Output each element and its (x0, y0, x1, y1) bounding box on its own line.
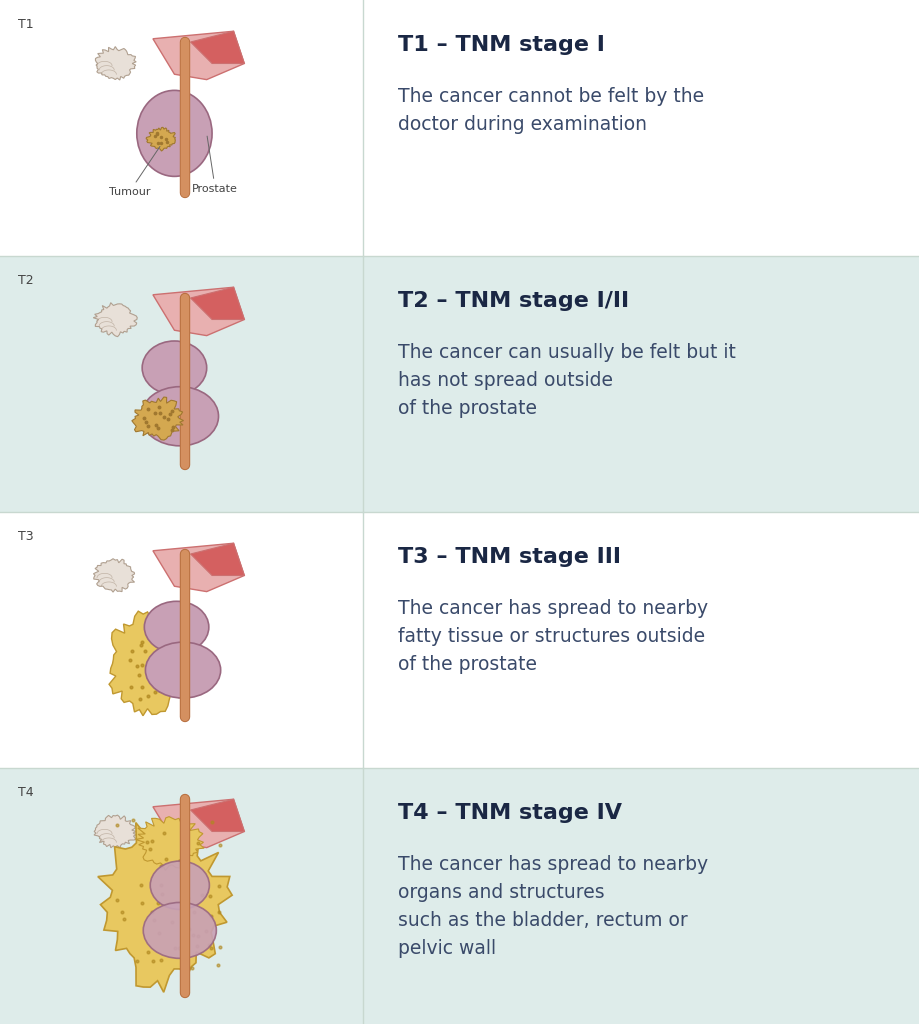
Polygon shape (131, 397, 183, 440)
Text: T4 – TNM stage IV: T4 – TNM stage IV (398, 803, 622, 823)
Bar (0, 512, 363, 768)
Polygon shape (190, 543, 244, 575)
Polygon shape (153, 288, 244, 336)
Text: The cancer has spread to nearby
organs and structures
such as the bladder, rectu: The cancer has spread to nearby organs a… (398, 855, 708, 958)
Text: The cancer has spread to nearby
fatty tissue or structures outside
of the prosta: The cancer has spread to nearby fatty ti… (398, 599, 708, 674)
Polygon shape (94, 815, 136, 848)
Polygon shape (94, 559, 134, 592)
Ellipse shape (142, 341, 207, 395)
Text: T3 – TNM stage III: T3 – TNM stage III (398, 547, 620, 567)
Bar (363, 512, 919, 768)
Polygon shape (153, 799, 244, 848)
Polygon shape (153, 31, 244, 80)
Bar (0, 768, 363, 1024)
Bar (363, 0, 919, 256)
Ellipse shape (143, 902, 216, 958)
Polygon shape (135, 817, 204, 870)
Ellipse shape (137, 90, 212, 176)
Ellipse shape (141, 387, 219, 445)
Text: Tumour: Tumour (108, 146, 160, 198)
Text: T1: T1 (18, 18, 34, 31)
Bar (0, 256, 363, 512)
Text: T3: T3 (18, 530, 34, 543)
Polygon shape (153, 543, 244, 592)
Ellipse shape (150, 861, 210, 909)
Polygon shape (190, 31, 244, 63)
Text: T2 – TNM stage I/II: T2 – TNM stage I/II (398, 291, 629, 311)
Polygon shape (146, 127, 176, 152)
Bar (363, 768, 919, 1024)
Bar (363, 256, 919, 512)
Text: Prostate: Prostate (192, 136, 238, 194)
Text: T4: T4 (18, 786, 34, 799)
Polygon shape (190, 799, 244, 831)
Polygon shape (190, 288, 244, 319)
Bar (0, 0, 363, 256)
Polygon shape (97, 822, 232, 992)
Text: T1 – TNM stage I: T1 – TNM stage I (398, 35, 605, 55)
Ellipse shape (145, 642, 221, 698)
Text: The cancer cannot be felt by the
doctor during examination: The cancer cannot be felt by the doctor … (398, 87, 704, 134)
Ellipse shape (144, 601, 209, 653)
Text: T2: T2 (18, 274, 34, 287)
Text: The cancer can usually be felt but it
has not spread outside
of the prostate: The cancer can usually be felt but it ha… (398, 343, 735, 418)
Polygon shape (109, 611, 190, 716)
Polygon shape (93, 303, 137, 337)
Polygon shape (96, 46, 136, 80)
